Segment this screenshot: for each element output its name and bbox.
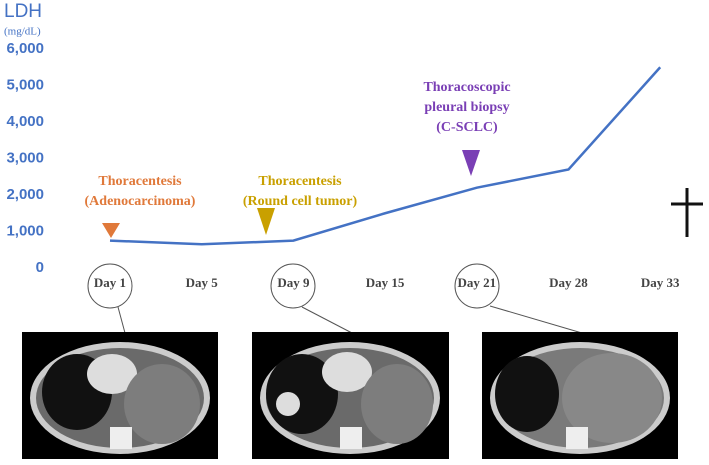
x-tick-label: Day 1 — [94, 275, 126, 290]
y-tick-label: 4,000 — [6, 113, 44, 130]
y-tick-label: 3,000 — [6, 149, 44, 166]
y-tick-label: 2,000 — [6, 186, 44, 203]
annotation-text: Thoracoscopic — [423, 80, 510, 95]
annotation-marker — [462, 150, 480, 176]
ct-images — [22, 332, 678, 459]
x-tick-label: Day 21 — [457, 275, 496, 290]
y-axis-unit: (mg/dL) — [4, 26, 41, 38]
death-cross — [671, 188, 703, 237]
annotation-text: (Adenocarcinoma) — [85, 194, 196, 209]
y-tick-label: 0 — [36, 259, 44, 276]
annotation-text: Thoracentesis — [98, 174, 182, 189]
x-tick-label: Day 5 — [186, 275, 219, 290]
x-tick-label: Day 28 — [549, 275, 588, 290]
annotation-marker — [257, 208, 275, 235]
annotation-text: (C-SCLC) — [436, 120, 498, 135]
y-axis-title: LDH — [4, 1, 42, 22]
y-tick-label: 6,000 — [6, 40, 44, 57]
y-tick-label: 5,000 — [6, 76, 44, 93]
x-tick-label: Day 15 — [366, 275, 405, 290]
annotation-text: (Round cell tumor) — [243, 194, 358, 209]
annotation-marker — [102, 223, 120, 238]
y-tick-label: 1,000 — [6, 222, 44, 239]
annotation-text: pleural biopsy — [424, 100, 509, 115]
callouts — [87, 263, 583, 334]
annotation-text: Thoracentesis — [258, 174, 342, 189]
x-tick-label: Day 9 — [277, 275, 310, 290]
x-tick-label: Day 33 — [641, 275, 680, 290]
data-line — [109, 66, 662, 246]
